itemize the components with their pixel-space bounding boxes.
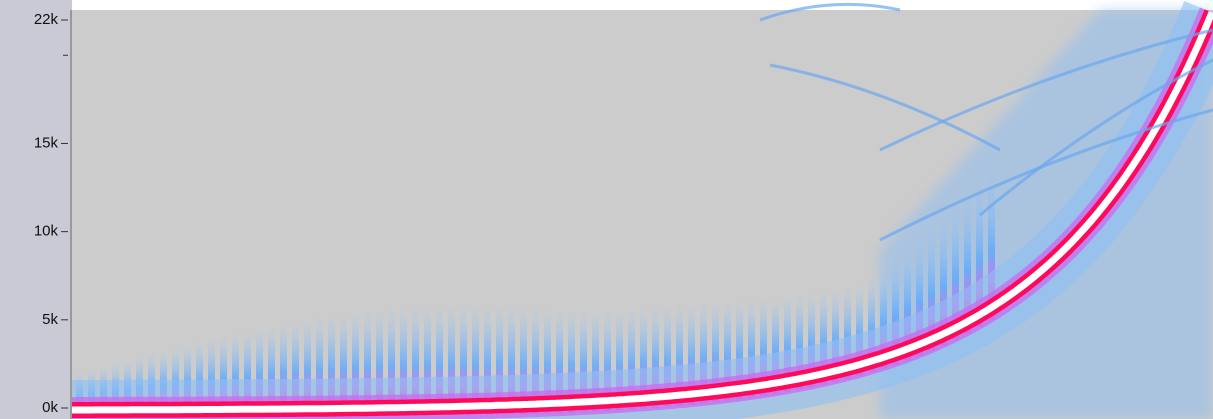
harmonic-stripe <box>808 291 815 387</box>
alias-line <box>759 2 901 22</box>
harmonic-stripe <box>964 191 971 334</box>
chirp-band <box>72 11 1213 414</box>
harmonic-stripe <box>604 310 611 411</box>
harmonic-stripe <box>388 307 395 414</box>
harmonic-stripe <box>448 304 455 414</box>
tick-label: 5k <box>42 311 58 328</box>
harmonic-stripe <box>184 343 191 414</box>
harmonic-stripe <box>196 340 203 414</box>
harmonic-stripe <box>988 167 995 320</box>
harmonic-stripe <box>628 308 635 410</box>
harmonic-stripe <box>844 286 851 379</box>
spectrogram <box>72 0 1213 419</box>
harmonic-stripe <box>352 310 359 414</box>
harmonic-stripe <box>268 324 275 414</box>
harmonic-stripe <box>880 266 887 369</box>
harmonic-stripe <box>532 306 539 414</box>
harmonic-stripe <box>400 306 407 414</box>
harmonic-stripe <box>676 303 683 406</box>
harmonic-stripe <box>316 316 323 414</box>
harmonic-stripe <box>892 256 899 365</box>
harmonic-stripe <box>664 304 671 407</box>
harmonic-stripe <box>256 327 263 414</box>
harmonic-stripe <box>904 246 911 361</box>
harmonic-stripe <box>688 302 695 405</box>
alias-line <box>879 108 1213 242</box>
tick-label: 22k <box>34 11 59 28</box>
alias-line <box>979 58 1213 217</box>
harmonic-stripe <box>412 305 419 414</box>
harmonic-stripe <box>820 290 827 385</box>
harmonic-stripe <box>772 295 779 394</box>
harmonic-stripe <box>652 305 659 408</box>
harmonic-stripe <box>760 296 767 396</box>
harmonic-stripe <box>520 305 527 414</box>
harmonic-stripe <box>856 283 863 376</box>
harmonic-stripe <box>640 306 647 409</box>
harmonic-stripe <box>376 308 383 414</box>
harmonic-stripe <box>724 300 731 401</box>
harmonic-stripe <box>436 304 443 414</box>
harmonic-stripe <box>220 334 227 414</box>
harmonic-stripe <box>508 305 515 414</box>
harmonic-stripe <box>424 304 431 414</box>
tick-label: 0k <box>42 399 58 416</box>
harmonic-stripe <box>832 288 839 382</box>
tick-label: 15k <box>34 134 59 151</box>
harmonic-stripe <box>496 304 503 414</box>
harmonic-stripe <box>748 298 755 398</box>
harmonic-stripe <box>208 337 215 414</box>
harmonic-stripe <box>556 307 563 414</box>
harmonic-stripe <box>592 310 599 412</box>
harmonic-stripe <box>712 300 719 402</box>
tick-label: 10k <box>34 223 59 240</box>
harmonic-stripe <box>736 299 743 399</box>
harmonic-stripe <box>304 317 311 414</box>
harmonic-stripe <box>484 304 491 414</box>
harmonic-stripe <box>868 275 875 373</box>
harmonic-stripe <box>916 236 923 356</box>
harmonic-stripe <box>280 322 287 414</box>
harmonic-stripe <box>952 203 959 340</box>
harmonic-stripe <box>340 312 347 414</box>
harmonic-stripe <box>616 309 623 411</box>
harmonic-stripe <box>928 225 935 351</box>
harmonic-stripe <box>364 309 371 414</box>
alias-line <box>769 63 1001 152</box>
harmonic-stripe <box>460 304 467 414</box>
alias-line <box>879 28 1213 152</box>
harmonic-stripe <box>700 301 707 404</box>
axis-panel <box>0 0 72 419</box>
frequency-axis: 0k 5k 10k 15k 22k <box>34 11 68 416</box>
harmonic-stripe <box>244 329 251 414</box>
harmonic-stripe <box>232 332 239 414</box>
harmonic-stripe <box>568 308 575 413</box>
harmonic-stripe <box>544 307 551 414</box>
harmonic-stripe <box>784 294 791 392</box>
harmonic-stripe <box>976 179 983 327</box>
harmonic-stripe <box>796 293 803 390</box>
harmonic-stripe <box>472 304 479 414</box>
harmonic-stripe <box>292 320 299 414</box>
harmonic-stripe <box>940 214 947 346</box>
harmonic-stripe <box>328 314 335 414</box>
harmonic-stripe <box>580 309 587 413</box>
